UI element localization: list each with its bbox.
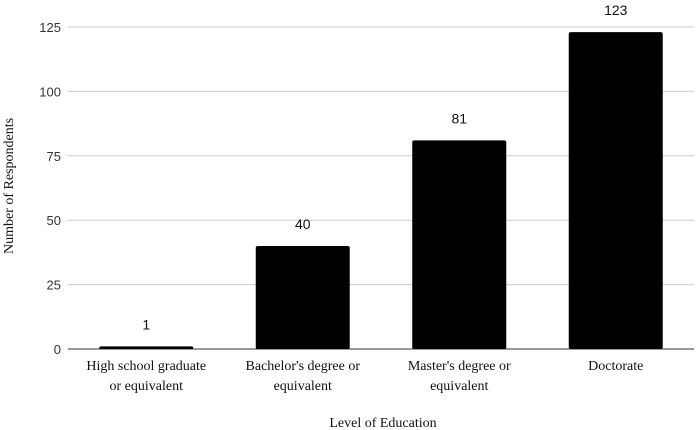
bar (255, 245, 350, 349)
x-category-label: or equivalent (110, 379, 184, 394)
y-axis-title: Number of Respondents (2, 118, 17, 254)
data-label: 1 (142, 316, 150, 332)
data-label: 123 (604, 2, 628, 18)
x-category-label: Master's degree or (408, 359, 511, 374)
bar (99, 346, 194, 349)
x-category-label: Doctorate (588, 359, 643, 374)
y-tick-label: 50 (47, 213, 61, 228)
x-category-label: Bachelor's degree or (246, 359, 361, 374)
y-tick-label: 125 (39, 20, 61, 35)
bar (568, 32, 663, 349)
bars (99, 32, 663, 349)
x-category-label: High school graduate (86, 359, 206, 374)
data-labels: 1 40 81 123 (142, 2, 627, 332)
x-axis-categories: High school graduate or equivalent Bachelo… (86, 359, 643, 394)
y-tick-label: 100 (39, 84, 61, 99)
bar (412, 140, 507, 349)
x-axis-title: Level of Education (329, 416, 436, 430)
x-category-label: equivalent (430, 379, 488, 394)
x-category-label: equivalent (274, 379, 332, 394)
y-tick-label: 0 (54, 342, 61, 357)
y-tick-label: 25 (47, 278, 61, 293)
data-label: 81 (451, 110, 467, 126)
data-label: 40 (295, 216, 311, 232)
y-tick-label: 75 (47, 149, 61, 164)
y-axis-ticks: 0 25 50 75 100 125 (39, 20, 61, 357)
